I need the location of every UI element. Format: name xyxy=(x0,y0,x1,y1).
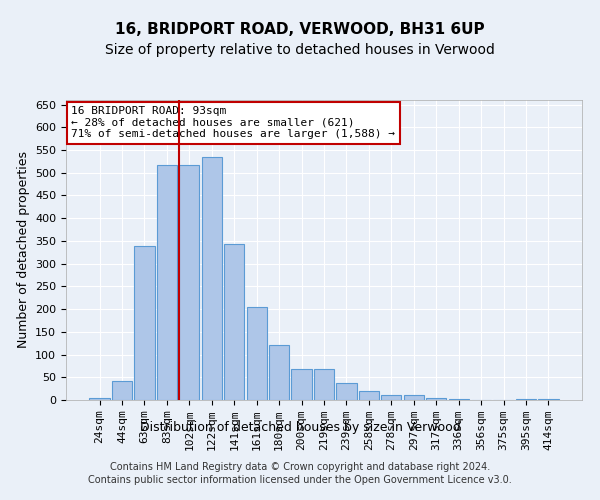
Bar xyxy=(292,369,311,400)
Bar xyxy=(337,382,356,400)
Bar xyxy=(247,308,267,400)
Bar xyxy=(134,246,155,400)
Bar xyxy=(404,396,424,400)
Bar xyxy=(89,398,110,400)
Bar xyxy=(426,398,446,400)
Text: 16, BRIDPORT ROAD, VERWOOD, BH31 6UP: 16, BRIDPORT ROAD, VERWOOD, BH31 6UP xyxy=(115,22,485,38)
Text: Size of property relative to detached houses in Verwood: Size of property relative to detached ho… xyxy=(105,43,495,57)
Text: Contains public sector information licensed under the Open Government Licence v3: Contains public sector information licen… xyxy=(88,475,512,485)
Bar xyxy=(516,399,536,400)
Bar xyxy=(269,346,289,400)
Bar xyxy=(157,164,177,400)
Bar xyxy=(449,399,469,400)
Bar xyxy=(359,391,379,400)
Text: Distribution of detached houses by size in Verwood: Distribution of detached houses by size … xyxy=(140,421,460,434)
Y-axis label: Number of detached properties: Number of detached properties xyxy=(17,152,29,348)
Text: 16 BRIDPORT ROAD: 93sqm
← 28% of detached houses are smaller (621)
71% of semi-d: 16 BRIDPORT ROAD: 93sqm ← 28% of detache… xyxy=(71,106,395,139)
Bar xyxy=(112,381,132,400)
Bar xyxy=(224,244,244,400)
Bar xyxy=(202,157,222,400)
Bar xyxy=(538,398,559,400)
Text: Contains HM Land Registry data © Crown copyright and database right 2024.: Contains HM Land Registry data © Crown c… xyxy=(110,462,490,472)
Bar xyxy=(381,396,401,400)
Bar xyxy=(179,164,199,400)
Bar xyxy=(314,369,334,400)
